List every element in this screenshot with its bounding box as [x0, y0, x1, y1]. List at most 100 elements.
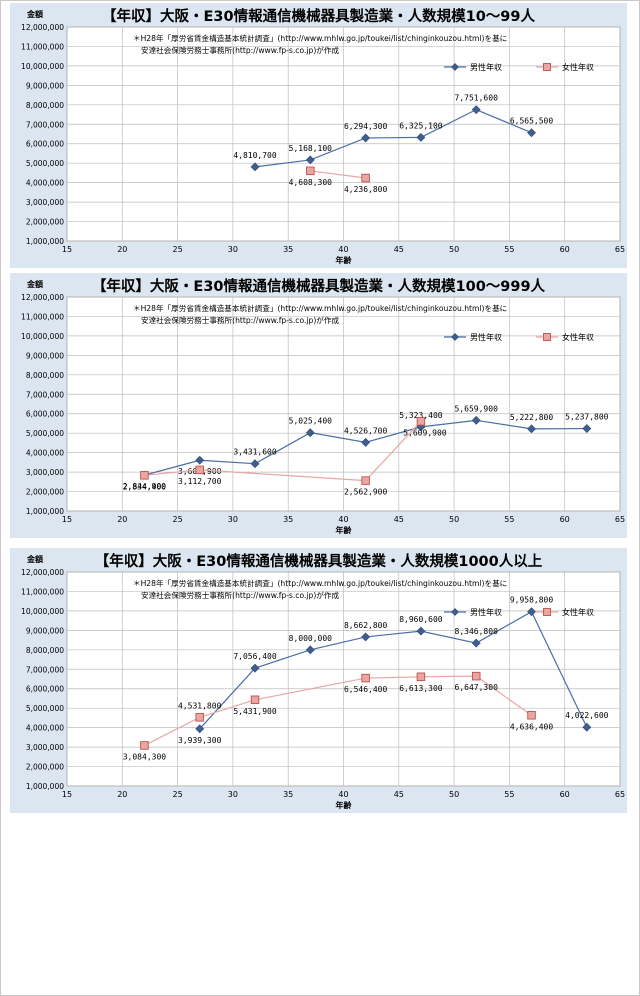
data-point-female	[471, 671, 481, 681]
data-point-female	[250, 695, 260, 705]
data-point-female	[195, 465, 204, 475]
source-note: ＊H28年「厚労省賃金構造基本統計調査」(http://www.mhlw.go.…	[133, 303, 507, 313]
legend-label: 女性年収	[562, 332, 594, 342]
data-label: 6,325,100	[399, 121, 443, 130]
x-tick-label: 25	[173, 790, 183, 799]
x-tick-label: 50	[449, 515, 459, 524]
x-tick-label: 40	[338, 515, 348, 524]
y-tick-label: 11,000,000	[21, 587, 64, 596]
line-chart: 1,000,000 2,000,000 3,000,000 4,000,000 5,00…	[21, 554, 625, 810]
data-point-female	[306, 166, 315, 176]
legend-label: 男性年収	[470, 62, 502, 72]
data-label: 2,562,900	[344, 488, 388, 497]
legend-marker-square	[543, 608, 551, 616]
y-tick-label: 1,000,000	[26, 782, 64, 791]
x-tick-label: 15	[62, 515, 72, 524]
data-point-male	[361, 133, 371, 143]
data-label: 4,810,700	[233, 151, 277, 160]
y-tick-label: 9,000,000	[26, 626, 64, 635]
series-line	[199, 610, 588, 730]
data-point-male	[582, 722, 592, 732]
chart-panel-size-1000-plus: 【年収】大阪・E30情報通信機械器具製造業・人数規模1000人以上 1,000,…	[10, 548, 627, 813]
data-point-female	[361, 173, 370, 183]
data-label: 6,565,500	[510, 117, 554, 126]
x-tick-label: 60	[560, 515, 570, 524]
data-point-male	[527, 128, 536, 138]
x-tick-label: 40	[338, 790, 348, 799]
data-point-male	[361, 437, 371, 447]
data-point-male	[250, 162, 260, 172]
data-label: 5,222,800	[510, 413, 554, 422]
data-label: 4,236,800	[344, 185, 388, 194]
y-tick-label: 2,000,000	[26, 488, 64, 497]
legend-label: 女性年収	[562, 607, 594, 617]
data-label: 7,751,600	[455, 94, 499, 103]
line-chart: 1,000,000 2,000,000 3,000,000 4,000,000 5,00…	[21, 279, 625, 535]
y-axis-label: 金額	[26, 554, 43, 564]
y-tick-label: 1,000,000	[26, 237, 64, 246]
data-label: 6,546,400	[344, 685, 388, 694]
y-tick-label: 7,000,000	[26, 120, 64, 129]
y-tick-label: 6,000,000	[26, 685, 64, 694]
y-tick-label: 12,000,000	[21, 23, 64, 32]
data-point-male	[305, 155, 315, 165]
x-tick-label: 65	[615, 245, 625, 254]
x-tick-label: 35	[283, 790, 293, 799]
x-tick-label: 65	[615, 790, 625, 799]
data-label: 4,608,300	[289, 178, 333, 187]
series-line	[310, 170, 366, 179]
data-label: 8,000,000	[289, 634, 333, 643]
y-tick-label: 8,000,000	[26, 101, 64, 110]
data-point-female	[361, 476, 370, 485]
x-tick-label: 55	[504, 790, 514, 799]
data-point-male	[471, 415, 481, 425]
source-note: ＊H28年「厚労省賃金構造基本統計調査」(http://www.mhlw.go.…	[133, 578, 507, 588]
y-tick-label: 1,000,000	[26, 507, 64, 516]
x-tick-label: 55	[504, 245, 514, 254]
y-tick-label: 12,000,000	[21, 568, 64, 577]
data-point-male	[195, 455, 205, 465]
legend-marker-diamond	[451, 608, 459, 616]
legend-marker-square	[543, 333, 551, 341]
x-tick-label: 60	[560, 790, 570, 799]
y-tick-label: 4,000,000	[26, 449, 64, 458]
source-note: ＊H28年「厚労省賃金構造基本統計調査」(http://www.mhlw.go.…	[133, 33, 507, 43]
x-tick-label: 20	[117, 245, 127, 254]
y-tick-label: 6,000,000	[26, 140, 64, 149]
data-point-female	[527, 711, 536, 720]
data-label: 6,613,300	[399, 684, 443, 693]
x-tick-label: 60	[560, 245, 570, 254]
legend-marker-diamond	[451, 63, 459, 71]
data-point-male	[471, 638, 481, 648]
x-tick-label: 50	[449, 790, 459, 799]
data-label: 3,084,300	[123, 752, 167, 761]
y-tick-label: 4,000,000	[26, 179, 64, 188]
data-point-female	[140, 741, 149, 750]
x-tick-label: 25	[173, 515, 183, 524]
x-tick-label: 30	[228, 515, 238, 524]
x-tick-label: 40	[338, 245, 348, 254]
data-point-female	[416, 672, 426, 682]
data-label: 4,531,800	[178, 701, 222, 710]
y-tick-label: 10,000,000	[21, 62, 64, 71]
data-label: 3,431,600	[233, 448, 277, 457]
data-label: 8,346,800	[455, 627, 499, 636]
source-note: 安達社会保険労務士事務所(http://www.fp-s.co.jp)が作成	[141, 315, 339, 325]
data-point-female	[140, 471, 149, 480]
data-point-male	[416, 626, 426, 636]
data-label: 5,431,900	[233, 707, 277, 716]
data-point-female	[195, 713, 204, 722]
data-point-female	[361, 673, 370, 683]
y-tick-label: 2,000,000	[26, 763, 64, 772]
y-tick-label: 9,000,000	[26, 351, 64, 360]
x-axis-label: 年齢	[336, 525, 353, 535]
y-tick-label: 11,000,000	[21, 312, 64, 321]
x-tick-label: 20	[117, 515, 127, 524]
x-tick-label: 30	[228, 245, 238, 254]
x-tick-label: 50	[449, 245, 459, 254]
x-tick-label: 45	[394, 245, 404, 254]
data-point-male	[250, 459, 260, 469]
legend-marker-square	[543, 63, 551, 71]
data-label: 5,025,400	[289, 417, 333, 426]
legend-marker-diamond	[451, 333, 459, 341]
